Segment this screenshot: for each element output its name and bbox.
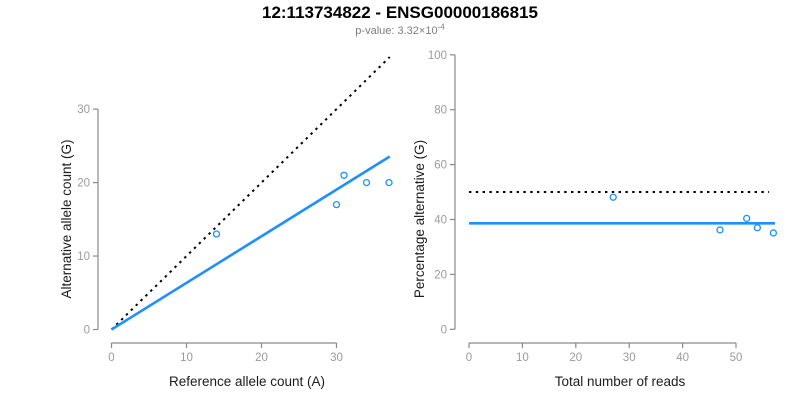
y-axis-title: Percentage alternative (G) (412, 140, 427, 298)
data-point (385, 178, 393, 187)
x-axis-tick-label: 10 (516, 352, 529, 364)
x-axis-tick-label: 40 (676, 352, 689, 364)
data-point (609, 193, 617, 201)
x-axis-tick-label: 0 (466, 352, 472, 364)
fit-line (110, 155, 391, 331)
y-axis-tick-label: 40 (434, 215, 447, 227)
y-axis-tick-label: 0 (84, 325, 90, 337)
data-point (716, 226, 724, 234)
panel-allele-counts: 0 10 20 30 0 10 20 30 Reference allele count (A)… (59, 56, 393, 389)
x-axis-tick-label: 0 (108, 352, 114, 364)
x-axis-title: Reference allele count (A) (169, 374, 325, 389)
x-axis-tick-label: 30 (623, 352, 636, 364)
y-axis-tick-label: 100 (428, 50, 447, 62)
y-axis-tick-label: 30 (77, 104, 90, 116)
y-axis-tick-label: 20 (77, 178, 90, 190)
panel-percentage-vs-reads: 0 10 20 30 40 50 0 20 40 60 80 100 Total number of r… (412, 50, 778, 389)
x-axis-tick-label: 10 (180, 352, 193, 364)
y-axis-tick-label: 60 (434, 160, 447, 172)
x-axis-title: Total number of reads (555, 374, 686, 389)
data-point (769, 229, 778, 237)
y-axis-tick-label: 20 (434, 269, 447, 281)
x-axis-tick-label: 20 (569, 352, 582, 364)
data-point (212, 230, 221, 238)
data-point (743, 214, 751, 223)
y-axis-tick-label: 10 (77, 251, 90, 263)
y-axis-title: Alternative allele count (G) (59, 139, 74, 298)
data-point (362, 178, 371, 187)
data-point (340, 171, 348, 179)
y-axis-tick-label: 0 (441, 324, 447, 336)
x-axis-tick-label: 30 (330, 352, 343, 364)
x-axis-tick-label: 20 (255, 352, 268, 364)
identity-line (110, 56, 391, 331)
y-axis-tick-label: 80 (434, 105, 447, 117)
data-point (332, 200, 341, 209)
x-axis-tick-label: 50 (730, 352, 743, 364)
data-point (753, 224, 762, 232)
